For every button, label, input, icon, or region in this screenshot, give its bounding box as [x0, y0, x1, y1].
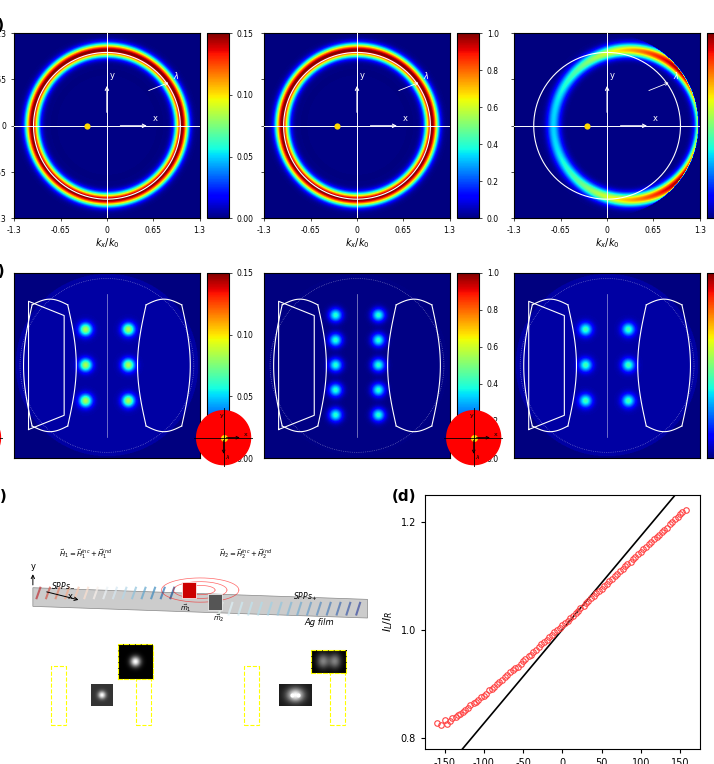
X-axis label: $k_x/k_0$: $k_x/k_0$: [595, 237, 620, 251]
Text: x: x: [153, 114, 158, 123]
Text: $\lambda$: $\lambda$: [423, 70, 430, 82]
Text: (a): (a): [0, 18, 5, 34]
X-axis label: $k_x/k_0$: $k_x/k_0$: [94, 237, 119, 251]
Text: (b): (b): [0, 264, 6, 279]
Text: $\lambda$: $\lambda$: [673, 70, 680, 82]
Text: y: y: [360, 71, 365, 80]
X-axis label: $k_x/k_0$: $k_x/k_0$: [345, 237, 369, 251]
Text: (d): (d): [392, 490, 416, 504]
Text: x: x: [403, 114, 408, 123]
Text: y: y: [110, 71, 115, 80]
Y-axis label: $I_L/I_R$: $I_L/I_R$: [381, 610, 395, 633]
Text: $\lambda$: $\lambda$: [174, 70, 180, 82]
Text: (c): (c): [0, 490, 7, 504]
Text: y: y: [610, 71, 615, 80]
Text: x: x: [653, 114, 658, 123]
